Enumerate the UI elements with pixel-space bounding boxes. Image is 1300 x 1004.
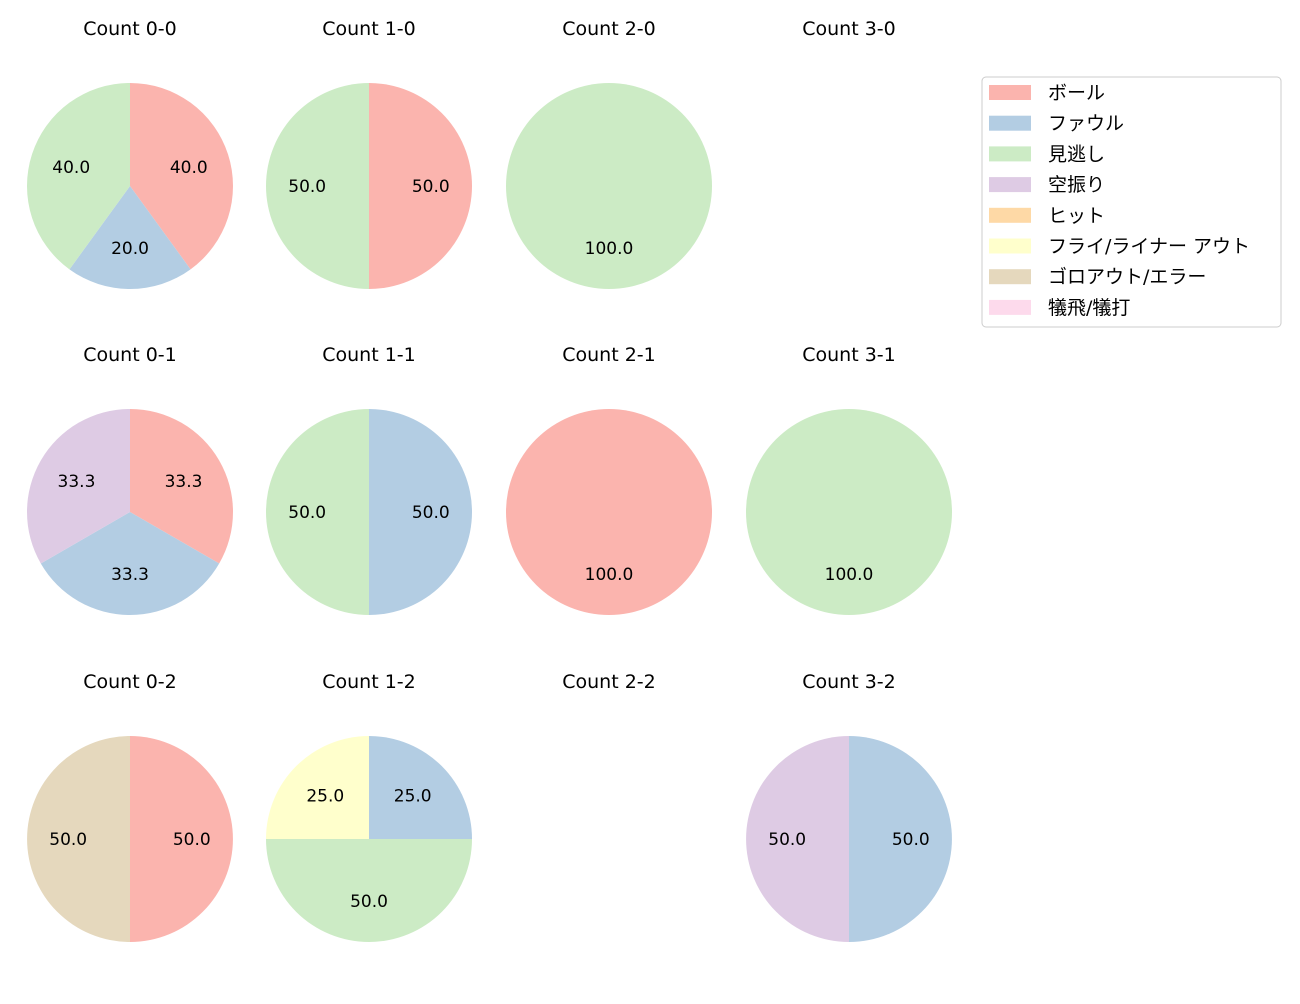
pie-slice xyxy=(27,409,130,564)
slice-label: 50.0 xyxy=(288,503,326,523)
pie-chart: Count 1-0 50.0 50.0 xyxy=(266,18,472,289)
pie-slice xyxy=(27,736,130,942)
slice-label: 100.0 xyxy=(585,239,634,259)
legend-swatch xyxy=(989,177,1031,193)
slice-label: 33.3 xyxy=(111,565,149,585)
pie-title: Count 3-1 xyxy=(802,344,896,366)
legend-label: ファウル xyxy=(1048,113,1124,135)
pie-title: Count 0-0 xyxy=(83,18,177,40)
pie-title: Count 0-1 xyxy=(83,344,177,366)
pie-chart: Count 3-1 100.0 xyxy=(746,344,952,615)
legend-swatch xyxy=(989,207,1031,223)
pie-chart: Count 2-2 xyxy=(562,671,656,693)
pie-slice xyxy=(369,83,472,289)
slice-label: 50.0 xyxy=(768,830,806,850)
pie-slice xyxy=(40,512,220,615)
slice-label: 25.0 xyxy=(394,786,432,806)
pie-title: Count 3-0 xyxy=(802,18,896,40)
slice-label: 50.0 xyxy=(412,177,450,197)
pie-title: Count 3-2 xyxy=(802,671,896,693)
pie-slice xyxy=(266,83,369,289)
slice-label: 50.0 xyxy=(173,830,211,850)
pie-slice xyxy=(506,83,712,289)
slice-label: 25.0 xyxy=(306,786,344,806)
legend-frame xyxy=(981,76,1282,328)
pie-chart: Count 0-1 33.3 33.3 33.3 xyxy=(27,344,233,615)
pie-title: Count 1-2 xyxy=(322,671,416,693)
legend-swatch xyxy=(989,115,1031,131)
pie-chart: Count 3-2 50.0 50.0 xyxy=(746,671,952,942)
pie-slice xyxy=(69,186,191,289)
slice-label: 50.0 xyxy=(288,177,326,197)
legend-label: 空振り xyxy=(1048,174,1105,196)
pie-chart: Count 0-0 40.0 20.0 40.0 xyxy=(27,18,233,289)
slice-label: 40.0 xyxy=(170,158,208,178)
slice-label: 100.0 xyxy=(825,565,874,585)
legend-swatch xyxy=(989,85,1031,100)
slice-label: 50.0 xyxy=(892,830,930,850)
slice-label: 100.0 xyxy=(585,565,634,585)
pie-chart: Count 1-1 50.0 50.0 xyxy=(266,344,472,615)
pie-title: Count 1-1 xyxy=(322,344,416,366)
pie-title: Count 2-1 xyxy=(562,344,656,366)
slice-label: 20.0 xyxy=(111,239,149,259)
legend-label: ヒット xyxy=(1048,205,1105,227)
pie-chart: Count 1-2 25.0 50.0 25.0 xyxy=(266,671,472,942)
pie-slice xyxy=(130,409,233,564)
pie-slice xyxy=(266,409,369,615)
pie-slice xyxy=(266,736,369,839)
pie-title: Count 2-2 xyxy=(562,671,656,693)
slice-label: 50.0 xyxy=(412,503,450,523)
slice-label: 33.3 xyxy=(58,472,96,492)
pie-title: Count 0-2 xyxy=(83,671,177,693)
pie-slice xyxy=(746,409,952,615)
pie-slice xyxy=(266,839,472,942)
slice-label: 40.0 xyxy=(52,158,90,178)
legend-swatch xyxy=(989,238,1031,254)
pie-chart: Count 3-0 xyxy=(802,18,896,40)
pie-slice xyxy=(369,409,472,615)
pie-slice xyxy=(130,736,233,942)
slice-label: 50.0 xyxy=(350,892,388,912)
pie-chart: Count 0-2 50.0 50.0 xyxy=(27,671,233,942)
slice-label: 50.0 xyxy=(49,830,87,850)
pie-chart: Count 2-1 100.0 xyxy=(506,344,712,615)
legend-swatch xyxy=(989,269,1031,285)
pie-slice xyxy=(27,83,131,270)
pie-title: Count 2-0 xyxy=(562,18,656,40)
pie-slice xyxy=(746,736,849,942)
slice-label: 33.3 xyxy=(165,472,203,492)
legend-label: ゴロアウト/エラー xyxy=(1048,266,1206,288)
pie-slice xyxy=(506,409,712,615)
legend-label: ボール xyxy=(1048,82,1105,104)
pie-slice xyxy=(130,83,233,270)
pie-slice xyxy=(369,736,472,839)
legend-swatch xyxy=(989,146,1031,162)
legend-swatch xyxy=(989,299,1031,315)
legend-label: 犠飛/犠打 xyxy=(1048,297,1130,319)
pie-title: Count 1-0 xyxy=(322,18,416,40)
pie-slice xyxy=(849,736,952,942)
pie-chart: Count 2-0 100.0 xyxy=(506,18,712,289)
legend-label: 見逃し xyxy=(1048,143,1105,165)
legend-label: フライ/ライナー アウト xyxy=(1048,236,1250,258)
